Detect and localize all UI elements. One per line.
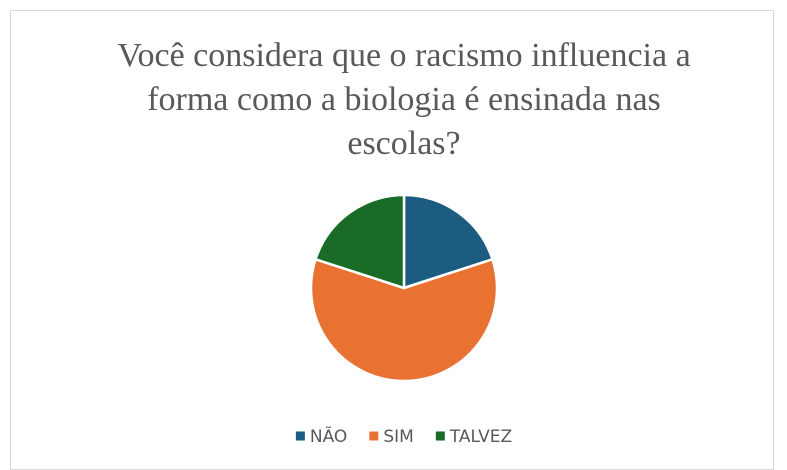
- chart-title: Você considera que o racismo influencia …: [117, 37, 691, 162]
- legend-swatch: [369, 431, 379, 441]
- pie-slice: [402, 193, 494, 290]
- legend-label: NÃO: [310, 425, 347, 447]
- pie-slice: [309, 258, 499, 383]
- legend-label: SIM: [383, 427, 413, 447]
- pie-slice: [314, 193, 406, 290]
- legend-label: TALVEZ: [449, 427, 512, 447]
- legend-swatch: [295, 431, 305, 441]
- legend-swatch: [435, 431, 445, 441]
